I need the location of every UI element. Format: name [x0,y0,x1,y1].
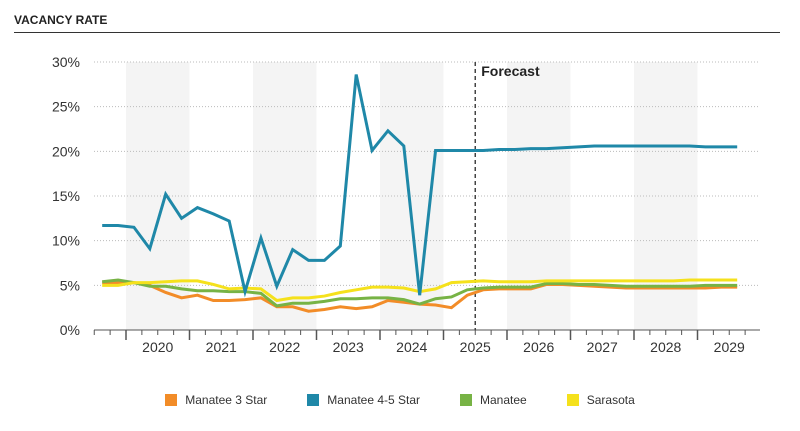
legend-item: Manatee 4-5 Star [307,393,420,407]
year-band-2022 [253,62,317,330]
y-tick-label: 20% [52,143,80,159]
legend-label: Manatee 3 Star [185,393,268,407]
series-line-manatee-4-5-star [102,74,738,298]
legend-item: Manatee 3 Star [165,393,267,407]
y-tick-label: 10% [52,233,80,249]
legend-swatch [165,394,178,406]
x-tick-label-2029: 2029 [714,339,745,355]
y-tick-label: 15% [52,188,80,204]
x-tick-label-2023: 2023 [333,339,364,355]
legend-item: Manatee [460,393,527,407]
x-tick-label-2025: 2025 [460,339,491,355]
chart-title: VACANCY RATE [14,13,108,27]
legend-swatch [566,394,579,406]
legend-swatch [460,394,473,406]
x-tick-label-2021: 2021 [206,339,237,355]
y-tick-label: 0% [60,322,80,338]
x-tick-label-2020: 2020 [142,339,173,355]
title-divider [14,32,780,33]
y-tick-label: 30% [52,54,80,70]
legend-label: Manatee [480,393,527,407]
series-line-manatee [102,278,738,308]
legend-label: Manatee 4-5 Star [327,393,421,407]
x-tick-label-2022: 2022 [269,339,300,355]
x-tick-label-2028: 2028 [650,339,681,355]
legend-swatch [307,394,320,406]
legend-item: Sarasota [566,393,635,407]
forecast-label: Forecast [481,63,540,79]
y-tick-label: 25% [52,99,80,115]
legend-label: Sarasota [586,393,635,407]
x-tick-label-2024: 2024 [396,339,427,355]
x-tick-label-2027: 2027 [587,339,618,355]
y-tick-label: 5% [60,277,80,293]
year-band-2024 [380,62,444,330]
legend: Manatee 3 Star Manatee 4-5 Star Manatee Sar… [0,393,800,407]
x-tick-label-2026: 2026 [523,339,554,355]
